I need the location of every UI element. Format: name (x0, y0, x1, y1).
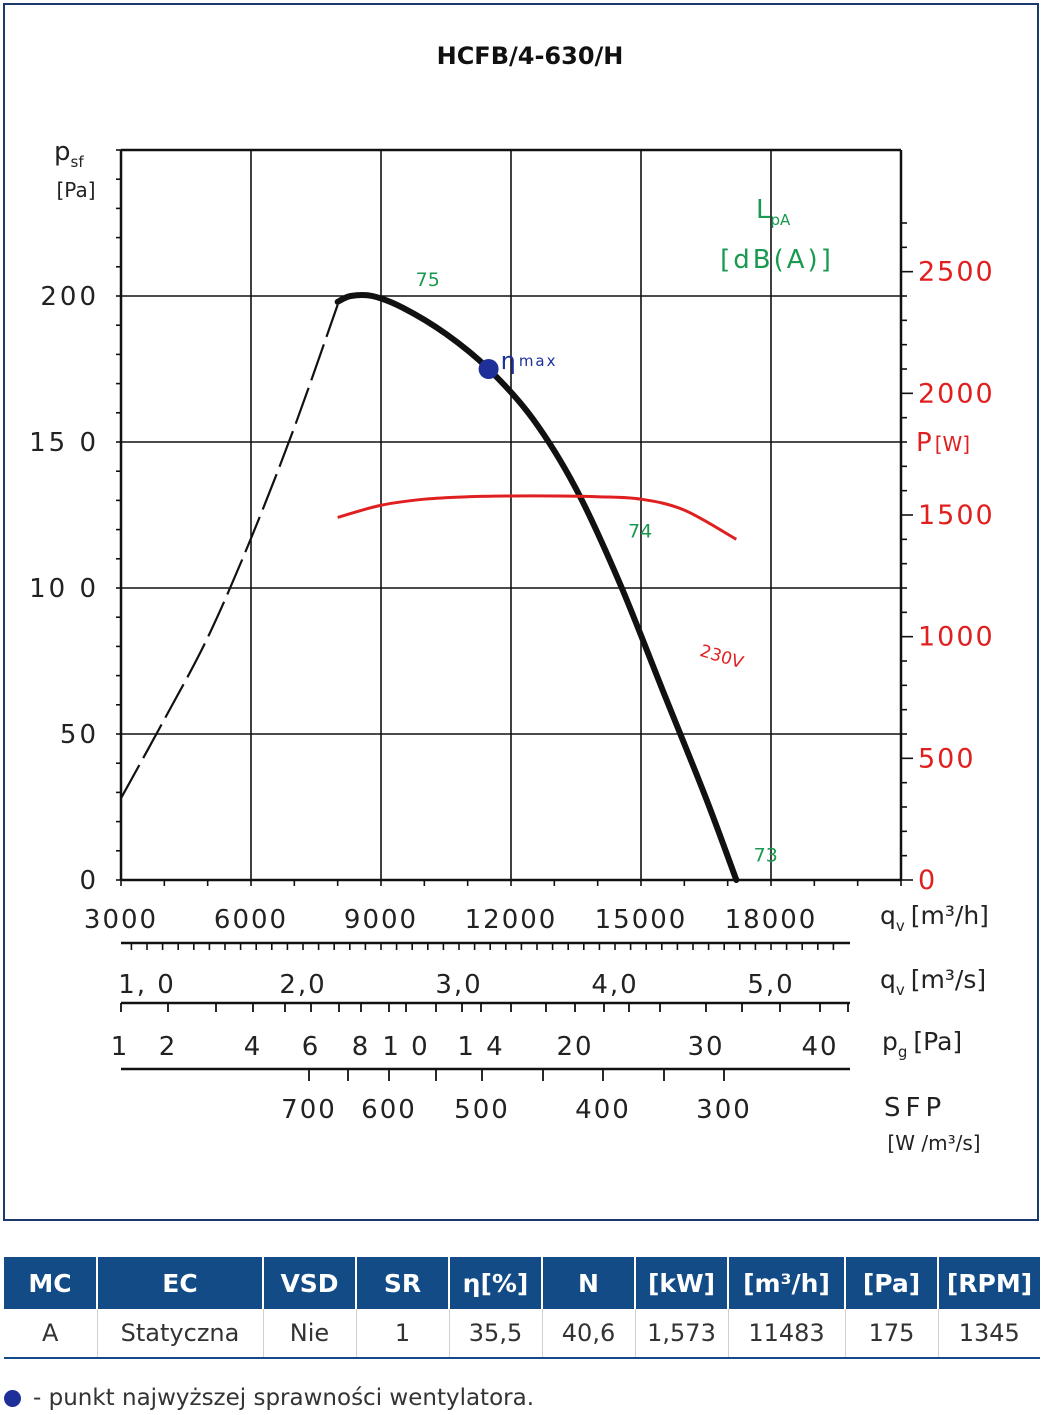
sfp-tick-label: 300 (696, 1095, 752, 1125)
table-header: [m³/h] (728, 1257, 846, 1309)
y2-tick-label: 0 (918, 865, 937, 896)
power-series-label: 230V (697, 641, 745, 673)
x-tick-label: 3000 (84, 905, 158, 935)
sfp-tick-label: 500 (454, 1095, 510, 1125)
y-axis-label: psf (54, 137, 84, 171)
table-cell: A (4, 1309, 98, 1359)
y2-tick-label: 1500 (918, 500, 995, 531)
lpa-label: LpA (756, 195, 791, 229)
table-header: MC (4, 1257, 98, 1309)
qv-s-tick-label: 5,0 (747, 970, 794, 1000)
footnote: - punkt najwyższej sprawności wentylator… (4, 1385, 534, 1411)
y2-axis-label: P [W] (916, 428, 970, 458)
noise-level-label: 73 (754, 844, 778, 866)
x-axis-label: qv [m³/h] (880, 901, 989, 935)
table-header: N (542, 1257, 636, 1309)
pg-tick-label: 8 (352, 1032, 371, 1062)
table-cell: 175 (845, 1309, 939, 1359)
power-curve (337, 494, 738, 541)
pg-tick-label: 1 0 (382, 1032, 429, 1062)
table-header: [RPM] (938, 1257, 1040, 1309)
table-header: EC (97, 1257, 264, 1309)
y2-tick-label: 500 (918, 743, 976, 774)
qv-s-tick-label: 1, 0 (118, 970, 176, 1000)
table-cell: 35,5 (449, 1309, 543, 1359)
chart-title: HCFB/4-630/H (437, 42, 624, 70)
pg-tick-label: 4 (244, 1032, 263, 1062)
table-cell: 11483 (728, 1309, 846, 1359)
table-cell: 40,6 (542, 1309, 636, 1359)
sfp-axis-unit: [W /m³/s] (887, 1131, 980, 1155)
qv-s-tick-label: 4,0 (591, 970, 638, 1000)
pg-tick-label: 40 (801, 1032, 838, 1062)
spec-table: MC EC VSD SR η[%] N [kW] [m³/h] [Pa] [RP… (4, 1257, 1040, 1359)
noise-level-label: 75 (416, 269, 440, 291)
table-header: [kW] (635, 1257, 729, 1309)
y-axis-unit: [Pa] (56, 178, 95, 202)
pg-tick-label: 6 (302, 1032, 321, 1062)
y2-tick-label: 1000 (918, 622, 995, 653)
table-cell: 1345 (938, 1309, 1040, 1359)
pressure-curve (334, 291, 740, 883)
y-tick-label: 0 (79, 866, 99, 896)
sfp-tick-label: 700 (281, 1095, 337, 1125)
table-header: [Pa] (845, 1257, 939, 1309)
table-header: η[%] (449, 1257, 543, 1309)
sfp-tick-label: 400 (575, 1095, 631, 1125)
y-tick-label: 10 0 (29, 574, 99, 604)
y-tick-label: 200 (40, 282, 99, 312)
sfp-axis-label: SFP (884, 1093, 946, 1123)
x-tick-label: 18000 (725, 905, 818, 935)
qv-s-axis-label: qv [m³/s] (880, 965, 986, 999)
y2-tick-label: 2500 (918, 257, 995, 288)
unstable-curve (120, 304, 339, 799)
pg-tick-label: 30 (687, 1032, 724, 1062)
qv-s-tick-label: 2,0 (279, 970, 326, 1000)
y-tick-label: 50 (60, 720, 99, 750)
y2-tick-label: 2000 (918, 378, 995, 409)
table-cell: 1,573 (635, 1309, 729, 1359)
x-tick-label: 6000 (214, 905, 288, 935)
noise-level-label: 74 (628, 520, 652, 542)
table-row: A Statyczna Nie 1 35,5 40,6 1,573 11483 … (4, 1309, 1040, 1359)
x-tick-label: 15000 (595, 905, 688, 935)
y-tick-label: 15 0 (29, 428, 99, 458)
pg-axis-label: pg [Pa] (882, 1027, 962, 1061)
sfp-tick-label: 600 (361, 1095, 417, 1125)
table-header-row: MC EC VSD SR η[%] N [kW] [m³/h] [Pa] [RP… (4, 1257, 1040, 1309)
table-cell: Nie (263, 1309, 357, 1359)
table-cell: Statyczna (97, 1309, 264, 1359)
lpa-unit: [dB(A)] (720, 245, 834, 275)
pg-tick-label: 2 (159, 1032, 178, 1062)
eta-max-marker-icon (4, 1389, 21, 1407)
qv-s-tick-label: 3,0 (435, 970, 482, 1000)
eta-max-point (478, 359, 499, 379)
chart-frame (3, 3, 1039, 1221)
table-header: VSD (263, 1257, 357, 1309)
eta-max-label: η max (501, 347, 558, 375)
x-tick-label: 9000 (344, 905, 418, 935)
pg-tick-label: 1 4 (457, 1032, 504, 1062)
x-tick-label: 12000 (465, 905, 558, 935)
table-header: SR (356, 1257, 450, 1309)
footnote-text: - punkt najwyższej sprawności wentylator… (33, 1385, 535, 1411)
pg-tick-label: 20 (556, 1032, 593, 1062)
pg-tick-label: 1 (111, 1032, 130, 1062)
table-cell: 1 (356, 1309, 450, 1359)
